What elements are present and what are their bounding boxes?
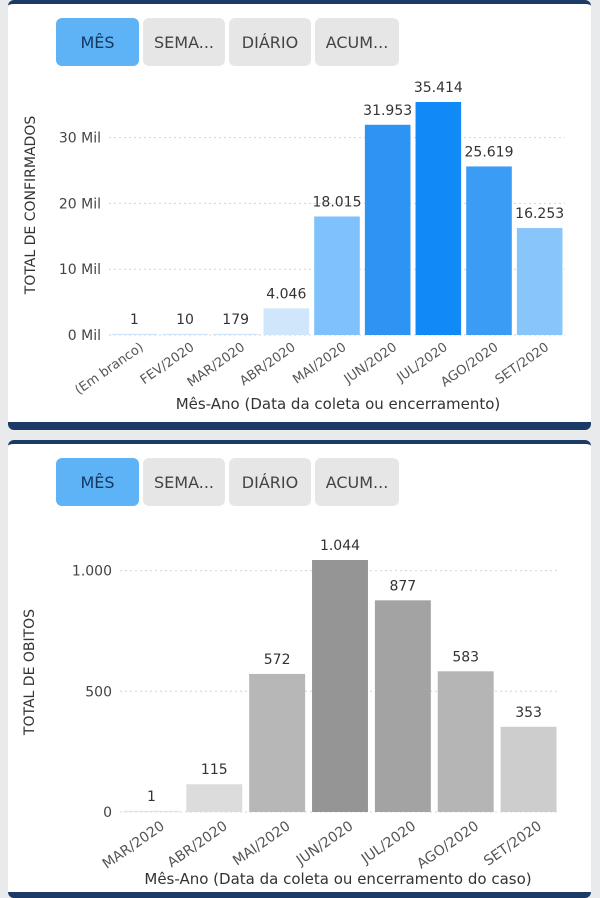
- x-tick-label: AGO/2020: [438, 340, 501, 390]
- bar: [415, 102, 462, 335]
- x-tick-label: (Em branco): [72, 340, 146, 398]
- y-tick-label: 0: [103, 805, 112, 821]
- tab-week[interactable]: SEMA...: [143, 18, 225, 66]
- x-axis-title: Mês-Ano (Data da coleta ou encerramento): [176, 395, 501, 413]
- y-axis-title: TOTAL DE OBITOS: [22, 609, 38, 736]
- bar: [374, 600, 431, 812]
- confirmed-cases-card: MÊS SEMA... DIÁRIO ACUM... 0 Mil 10 Mil 20…: [8, 0, 591, 430]
- y-tick-label: 30 Mil: [59, 131, 101, 147]
- data-label: 1: [147, 789, 156, 805]
- bar: [186, 784, 243, 812]
- tab-daily[interactable]: DIÁRIO: [229, 458, 311, 506]
- tab-cumulative[interactable]: ACUM...: [315, 458, 399, 506]
- y-tick-label: 1.000: [72, 564, 112, 580]
- data-label: 572: [264, 652, 291, 668]
- data-label: 35.414: [414, 80, 463, 96]
- x-axis-title: Mês-Ano (Data da coleta ou encerramento …: [144, 870, 531, 888]
- deaths-card: MÊS SEMA... DIÁRIO ACUM... 0 500 1.000 1 MAR…: [8, 440, 591, 898]
- tab-month[interactable]: MÊS: [56, 458, 139, 506]
- bar: [500, 726, 557, 812]
- x-tick-label: ABR/2020: [165, 818, 231, 871]
- x-tick-label: MAI/2020: [230, 818, 293, 869]
- y-tick-label: 10 Mil: [59, 262, 101, 278]
- data-label: 10: [176, 312, 194, 328]
- data-label: 1.044: [320, 538, 360, 554]
- data-label: 16.253: [515, 206, 564, 222]
- data-label: 25.619: [465, 144, 514, 160]
- x-tick-label: JUN/2020: [293, 818, 356, 869]
- data-label: 583: [452, 649, 479, 665]
- x-tick-label: JUN/2020: [341, 340, 400, 388]
- y-axis-title: TOTAL DE CONFIRMADOS: [23, 116, 39, 296]
- bar: [314, 216, 360, 335]
- x-tick-label: MAI/2020: [290, 340, 349, 388]
- tab-week[interactable]: SEMA...: [143, 458, 225, 506]
- data-label: 18.015: [313, 194, 362, 210]
- y-tick-label: 0 Mil: [68, 328, 101, 344]
- data-label: 31.953: [363, 103, 412, 119]
- bar: [249, 673, 306, 812]
- data-label: 4.046: [266, 286, 306, 302]
- x-tick-label: SET/2020: [493, 340, 552, 388]
- data-label: 1: [130, 312, 139, 328]
- x-tick-label: AGO/2020: [414, 818, 482, 872]
- bar: [437, 671, 494, 812]
- bar: [162, 333, 208, 335]
- y-tick-label: 500: [85, 684, 112, 700]
- bar: [212, 333, 259, 335]
- tab-daily[interactable]: DIÁRIO: [229, 18, 311, 66]
- bar: [123, 810, 180, 812]
- data-label: 353: [515, 705, 542, 721]
- x-tick-label: SET/2020: [481, 818, 545, 869]
- bar: [111, 333, 158, 335]
- bar: [364, 124, 411, 335]
- data-label: 115: [201, 762, 228, 778]
- bar: [466, 166, 512, 335]
- tab-cumulative[interactable]: ACUM...: [315, 18, 399, 66]
- data-label: 877: [389, 578, 416, 594]
- x-tick-label: MAR/2020: [185, 340, 248, 390]
- y-tick-label: 20 Mil: [59, 196, 101, 212]
- x-tick-label: ABR/2020: [237, 340, 298, 389]
- x-tick-label: MAR/2020: [100, 818, 168, 872]
- tab-month[interactable]: MÊS: [56, 18, 139, 66]
- bar: [312, 560, 368, 812]
- data-label: 179: [222, 312, 249, 328]
- bar: [516, 228, 563, 335]
- bar: [263, 308, 310, 335]
- deaths-chart: 0 500 1.000 1 MAR/2020 115 ABR/2020 572 MAI/2020…: [22, 538, 560, 888]
- x-tick-label: JUL/2020: [358, 818, 419, 868]
